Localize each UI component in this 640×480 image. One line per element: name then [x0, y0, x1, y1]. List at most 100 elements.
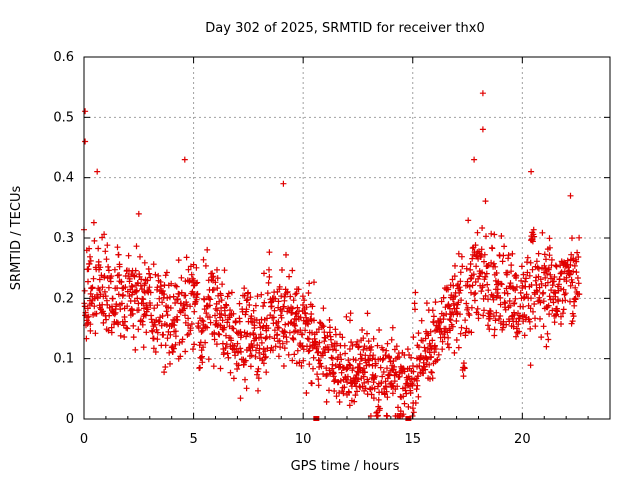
data-point — [488, 230, 495, 237]
data-point — [544, 270, 551, 277]
data-point — [291, 351, 298, 358]
data-point — [449, 276, 456, 283]
data-point — [104, 242, 111, 249]
data-point — [363, 362, 370, 369]
data-point — [337, 351, 344, 358]
data-point — [491, 326, 498, 333]
data-point — [359, 383, 366, 390]
data-point — [283, 338, 290, 345]
data-point — [524, 254, 531, 261]
data-point — [389, 324, 396, 331]
data-point — [323, 373, 330, 379]
data-point — [490, 260, 497, 267]
data-point — [469, 245, 476, 252]
data-point — [159, 299, 166, 306]
data-point — [303, 390, 310, 396]
data-point — [124, 303, 131, 310]
data-point — [275, 298, 282, 305]
data-point — [359, 327, 366, 333]
data-point — [354, 338, 361, 345]
data-point — [270, 347, 276, 354]
data-point — [503, 321, 510, 328]
data-point — [358, 355, 365, 362]
data-point — [133, 287, 140, 294]
data-point — [529, 266, 536, 273]
data-point — [271, 307, 278, 314]
data-point — [560, 286, 567, 293]
data-point — [299, 293, 306, 300]
data-point — [509, 250, 516, 257]
data-point — [146, 270, 153, 277]
x-tick-label: 0 — [80, 432, 88, 447]
data-point — [219, 281, 226, 288]
data-point — [551, 274, 558, 280]
data-point — [274, 324, 281, 331]
data-point — [304, 320, 311, 327]
data-point — [279, 308, 285, 314]
data-point — [164, 312, 171, 319]
data-point — [535, 265, 542, 272]
data-point — [275, 318, 282, 325]
data-point — [479, 225, 486, 231]
data-point — [569, 279, 576, 286]
data-point — [95, 245, 102, 252]
data-point — [274, 331, 281, 338]
data-point — [466, 312, 473, 319]
data-point — [574, 275, 581, 281]
data-point — [129, 283, 136, 290]
data-point — [412, 306, 418, 313]
data-point — [447, 327, 454, 334]
data-point — [563, 274, 570, 281]
data-point — [85, 278, 91, 285]
data-point — [327, 324, 333, 331]
data-point — [493, 309, 500, 316]
data-point — [144, 277, 151, 284]
data-point — [87, 321, 94, 328]
data-point — [438, 298, 445, 305]
data-point — [89, 284, 96, 291]
data-point — [440, 294, 447, 301]
data-point — [194, 290, 201, 297]
data-point — [481, 307, 487, 314]
data-point — [377, 364, 384, 371]
y-tick-label: 0.5 — [53, 110, 74, 125]
data-point — [150, 335, 157, 342]
data-point — [404, 346, 411, 353]
data-point — [294, 304, 301, 311]
data-point — [95, 258, 102, 265]
data-point — [282, 321, 289, 328]
data-point — [472, 242, 479, 249]
data-point — [352, 357, 359, 364]
data-point — [289, 357, 296, 364]
data-point — [193, 264, 200, 271]
data-point — [444, 341, 451, 347]
data-point — [521, 332, 528, 339]
data-point — [484, 281, 491, 288]
data-point — [300, 357, 307, 364]
data-point — [264, 290, 271, 297]
data-point — [432, 299, 439, 306]
data-point — [545, 302, 552, 309]
data-point — [473, 252, 480, 259]
data-point — [222, 345, 229, 351]
data-point — [160, 331, 167, 338]
data-point — [266, 333, 273, 340]
data-point — [492, 317, 499, 324]
data-point — [85, 266, 92, 273]
data-point — [281, 345, 288, 352]
data-point — [243, 297, 250, 304]
data-point — [504, 290, 511, 297]
data-point — [326, 317, 333, 323]
data-point — [428, 369, 435, 376]
data-point — [101, 288, 108, 295]
data-point — [305, 321, 312, 328]
data-point — [187, 303, 194, 310]
data-point — [489, 245, 496, 252]
data-point — [470, 271, 477, 278]
data-point — [376, 327, 383, 333]
data-point — [108, 273, 115, 280]
data-point — [537, 276, 544, 283]
data-point — [374, 412, 381, 419]
data-point — [124, 325, 131, 332]
data-point — [483, 233, 489, 240]
